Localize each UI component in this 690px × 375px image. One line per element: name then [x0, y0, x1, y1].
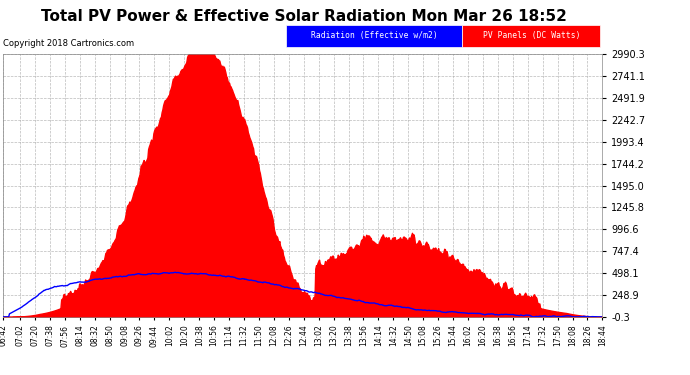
Text: Copyright 2018 Cartronics.com: Copyright 2018 Cartronics.com	[3, 39, 135, 48]
Text: Total PV Power & Effective Solar Radiation Mon Mar 26 18:52: Total PV Power & Effective Solar Radiati…	[41, 9, 566, 24]
Text: PV Panels (DC Watts): PV Panels (DC Watts)	[482, 31, 580, 40]
Text: Radiation (Effective w/m2): Radiation (Effective w/m2)	[311, 31, 437, 40]
